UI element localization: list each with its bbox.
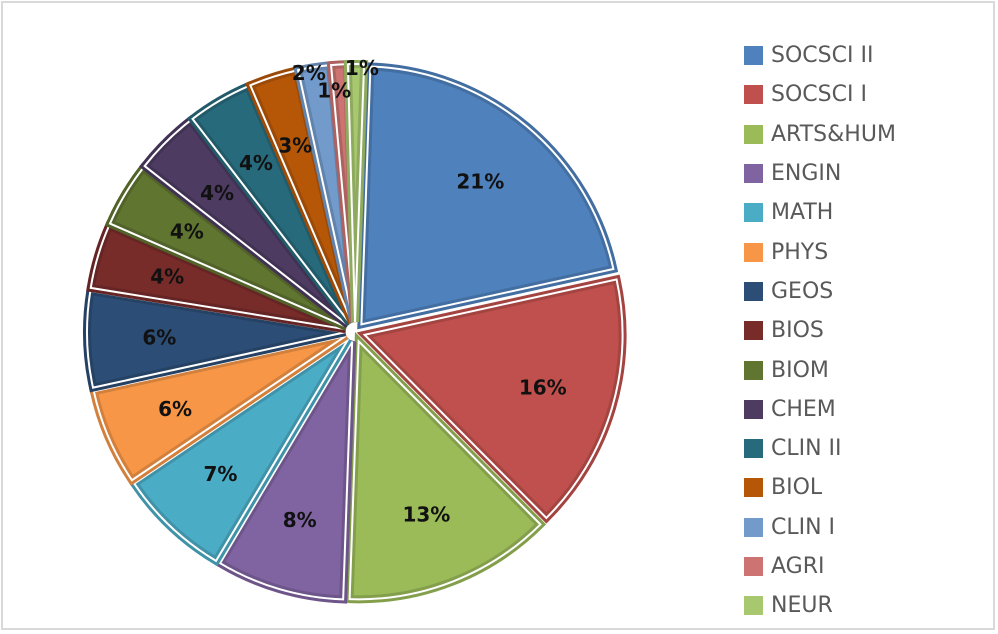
slice-label: 1%	[345, 56, 379, 80]
slice-label: 13%	[402, 502, 450, 526]
legend-label: SOCSCI I	[771, 82, 867, 108]
slice-label: 21%	[456, 170, 504, 194]
legend-label: CHEM	[771, 396, 836, 422]
slice-label: 16%	[519, 375, 567, 399]
legend-label: ENGIN	[771, 161, 842, 187]
legend-item-engin[interactable]: ENGIN	[744, 154, 896, 193]
slice-separator	[132, 338, 349, 563]
slice-label: 4%	[239, 151, 273, 175]
legend-item-chem[interactable]: CHEM	[744, 390, 896, 429]
legend-label: PHYS	[771, 239, 829, 265]
slice-label: 3%	[278, 134, 312, 158]
legend-item-clin-i[interactable]: CLIN I	[744, 508, 896, 547]
slice-label: 6%	[158, 397, 192, 421]
pie-slices	[83, 60, 627, 604]
legend-swatch	[744, 85, 763, 105]
legend-item-agri[interactable]: AGRI	[744, 547, 896, 586]
legend-swatch	[744, 517, 763, 537]
legend-label: CLIN I	[771, 514, 836, 540]
legend-item-socsci-i[interactable]: SOCSCI I	[744, 75, 896, 114]
slice-label: 2%	[292, 61, 326, 85]
slice-separator	[346, 63, 366, 323]
legend-item-biol[interactable]: BIOL	[744, 468, 896, 507]
legend-item-math[interactable]: MATH	[744, 193, 896, 232]
legend-swatch	[744, 478, 763, 498]
legend-item-geos[interactable]: GEOS	[744, 272, 896, 311]
legend-swatch	[744, 203, 763, 223]
legend-label: NEUR	[771, 593, 833, 619]
legend-label: CLIN II	[771, 436, 842, 462]
legend-label: ARTS&HUM	[771, 121, 896, 147]
legend-swatch	[744, 557, 763, 576]
slice-label: 1%	[317, 78, 351, 102]
slice-separator	[348, 338, 542, 601]
slice-separator	[360, 65, 615, 326]
legend-item-neur[interactable]: NEUR	[744, 586, 896, 625]
slice-separator	[362, 278, 624, 520]
legend-swatch	[744, 399, 763, 419]
legend-swatch	[744, 321, 763, 341]
pie-labels: 21%16%13%8%7%6%6%4%4%4%4%3%2%1%1%	[142, 56, 566, 532]
legend-label: SOCSCI II	[771, 43, 874, 69]
slice-label: 8%	[283, 508, 317, 532]
legend-swatch	[744, 164, 763, 184]
legend-label: BIOM	[771, 357, 829, 383]
legend-swatch	[744, 439, 763, 459]
legend-swatch	[744, 242, 763, 262]
legend-label: MATH	[771, 200, 834, 226]
slice-separator	[218, 341, 354, 601]
legend-swatch	[744, 596, 763, 616]
legend-item-phys[interactable]: PHYS	[744, 232, 896, 271]
legend-item-socsci-ii[interactable]: SOCSCI II	[744, 36, 896, 75]
legend-label: BIOS	[771, 318, 824, 344]
slice-label: 4%	[150, 265, 184, 289]
legend-item-biom[interactable]: BIOM	[744, 350, 896, 389]
slice-label: 7%	[203, 462, 237, 486]
chart-legend: SOCSCI II SOCSCI I ARTS&HUM ENGIN MATH PHYS GE…	[744, 36, 896, 625]
slice-label: 6%	[142, 325, 176, 349]
legend-label: AGRI	[771, 554, 825, 579]
legend-swatch	[744, 124, 763, 144]
legend-label: BIOL	[771, 475, 823, 501]
legend-swatch	[744, 360, 763, 380]
legend-item-bios[interactable]: BIOS	[744, 311, 896, 350]
slice-label: 4%	[170, 220, 204, 244]
legend-label: GEOS	[771, 278, 834, 304]
legend-swatch	[744, 46, 763, 66]
legend-swatch	[744, 281, 763, 301]
legend-item-arts-hum[interactable]: ARTS&HUM	[744, 115, 896, 154]
legend-item-clin-ii[interactable]: CLIN II	[744, 429, 896, 468]
slice-label: 4%	[200, 181, 234, 205]
